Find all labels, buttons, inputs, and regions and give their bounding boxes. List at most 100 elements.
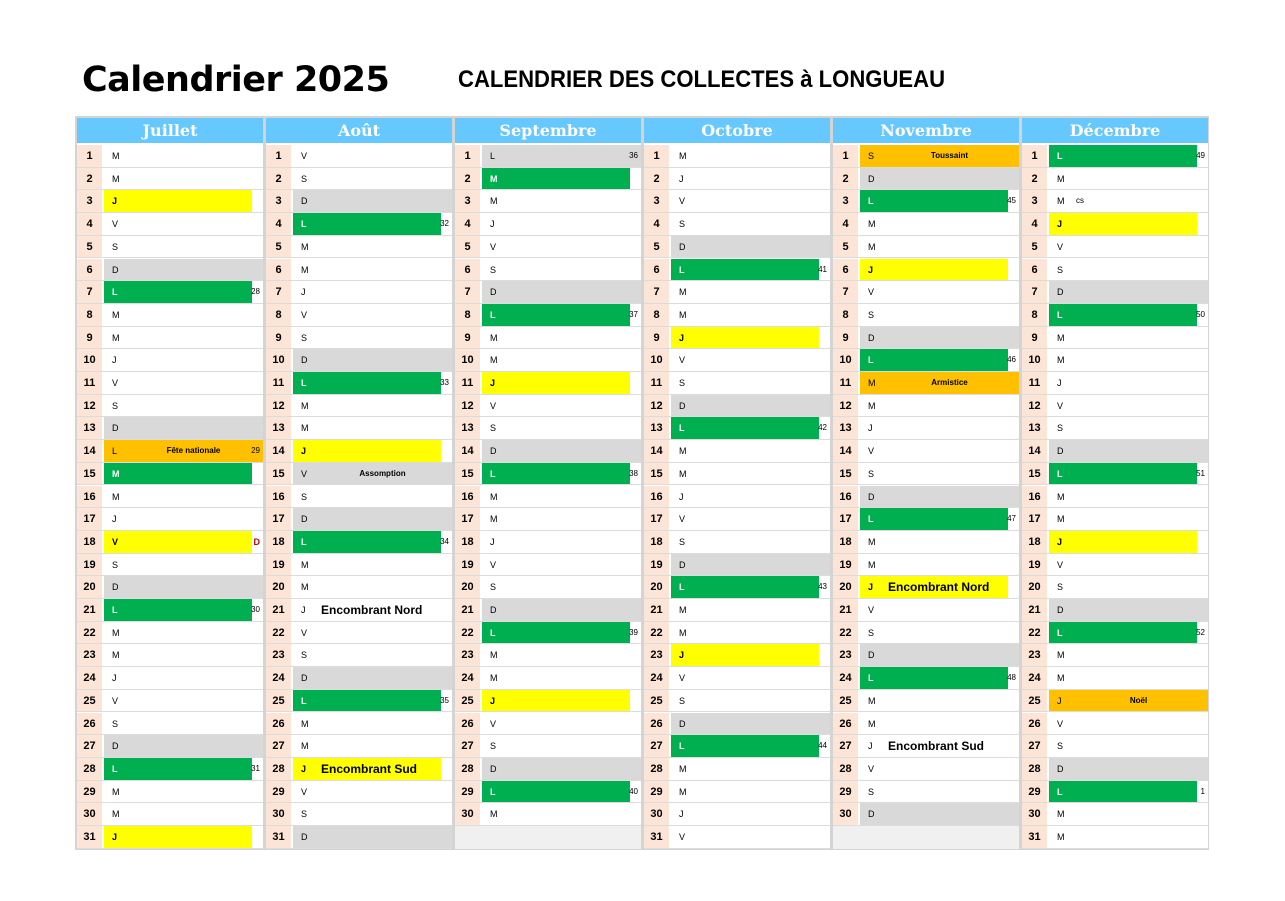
weekday-letter: D xyxy=(301,514,308,525)
day-number: 13 xyxy=(1022,417,1047,441)
gray-highlight xyxy=(1049,281,1208,304)
green-highlight xyxy=(293,689,441,713)
weekday-letter: V xyxy=(679,514,686,525)
day-row: 21 J Encombrant Nord xyxy=(266,599,452,622)
day-number: 4 xyxy=(266,213,291,236)
week-number: 47 xyxy=(1007,514,1016,524)
weekday-letter: S xyxy=(301,173,308,184)
row-divider xyxy=(644,643,830,645)
weekday-letter: V xyxy=(301,627,308,638)
weekday-letter: S xyxy=(112,241,119,252)
row-divider xyxy=(266,779,452,781)
day-row: 6 L 41 xyxy=(644,258,830,282)
weekday-letter: J xyxy=(301,605,306,615)
weekday-letter: S xyxy=(1057,582,1064,593)
weekday-letter: J xyxy=(490,378,496,388)
day-row: 21 L 30 xyxy=(77,599,263,622)
weekday-letter: J xyxy=(301,763,307,774)
row-divider xyxy=(833,756,1019,758)
day-row: 16 S xyxy=(266,485,452,509)
orange-highlight xyxy=(1049,689,1208,713)
weekday-letter: J xyxy=(868,582,874,593)
row-divider xyxy=(266,484,452,486)
weekday-letter: D xyxy=(1057,446,1064,457)
weekday-letter: V xyxy=(1057,559,1064,570)
row-divider xyxy=(644,507,830,509)
weekday-letter: M xyxy=(301,718,309,729)
day-number: 7 xyxy=(644,281,669,304)
day-row: 30 M xyxy=(455,803,641,826)
weekday-letter: M xyxy=(1057,196,1065,207)
weekday-letter: L xyxy=(301,378,307,388)
weekday-letter: M xyxy=(679,287,687,298)
weekday-letter: L xyxy=(490,786,496,797)
day-number: 28 xyxy=(455,757,480,781)
gray-highlight xyxy=(482,757,641,781)
day-row: 10 D xyxy=(266,349,452,372)
row-divider xyxy=(833,620,1019,622)
row-divider xyxy=(644,302,830,304)
weekday-letter: S xyxy=(301,650,308,661)
day-number: 15 xyxy=(1022,462,1047,486)
weekday-letter: L xyxy=(490,309,496,320)
day-number: 22 xyxy=(266,621,291,645)
day-number: 3 xyxy=(266,190,291,214)
extra-mark: cs xyxy=(1076,196,1084,206)
day-row: 31 D xyxy=(266,826,452,849)
day-number: 2 xyxy=(644,167,669,191)
day-row: 21 D xyxy=(455,599,641,622)
day-number: 24 xyxy=(77,667,102,690)
row-divider xyxy=(833,257,1019,259)
day-number: 30 xyxy=(266,803,291,826)
row-divider xyxy=(455,802,641,804)
day-number: 9 xyxy=(455,326,480,350)
day-row: 12 S xyxy=(77,394,263,418)
month-header: Novembre xyxy=(833,118,1019,143)
day-row: 29 V xyxy=(266,780,452,804)
day-row: 27 S xyxy=(1022,735,1208,758)
weekday-letter: D xyxy=(490,763,497,774)
day-row: 17 M xyxy=(455,508,641,531)
day-number: 30 xyxy=(644,803,669,826)
row-divider xyxy=(1022,711,1208,713)
day-number: 6 xyxy=(455,258,480,282)
weekday-letter: V xyxy=(490,241,497,252)
day-number: 5 xyxy=(77,235,102,259)
day-row: 8 L 50 xyxy=(1022,303,1208,327)
day-number: 8 xyxy=(1022,303,1047,327)
row-divider xyxy=(833,529,1019,531)
weekday-letter: L xyxy=(868,196,874,207)
green-highlight xyxy=(860,349,1008,372)
weekday-letter: V xyxy=(868,287,875,298)
row-divider xyxy=(455,234,641,236)
weekday-letter: S xyxy=(679,219,686,230)
day-number: 14 xyxy=(266,440,291,463)
day-number: 1 xyxy=(833,145,858,168)
weekday-letter: M xyxy=(679,763,687,774)
weekday-letter: V xyxy=(112,536,119,547)
day-row: 21 V xyxy=(833,599,1019,622)
weekday-letter: V xyxy=(1057,400,1064,411)
day-number: 12 xyxy=(266,394,291,418)
weekday-letter: M xyxy=(868,718,876,729)
month-column-2: Septembre 1 L 36 2 M 3 M 4 J 5 V 6 S 7 D 8 L 37 9 M 10 M 11 J 12 V… xyxy=(455,118,641,849)
day-number: 26 xyxy=(455,712,480,736)
row-divider xyxy=(833,824,1019,826)
row-divider xyxy=(455,643,641,645)
weekday-letter: V xyxy=(301,468,308,479)
day-number: 29 xyxy=(833,780,858,804)
day-row: 13 S xyxy=(455,417,641,441)
day-row: 14 D xyxy=(455,440,641,463)
row-divider xyxy=(1022,189,1208,191)
day-number: 21 xyxy=(266,599,291,622)
day-row: 10 V xyxy=(644,349,830,372)
weekday-letter: J xyxy=(1057,536,1063,547)
day-number: 1 xyxy=(644,145,669,168)
month-column-3: Octobre 1 M 2 J 3 V 4 S 5 D 6 L 41 7 M 8 M 9 J 10 V 11 S 12 D 13 L 4… xyxy=(644,118,830,849)
gray-highlight xyxy=(482,145,641,168)
